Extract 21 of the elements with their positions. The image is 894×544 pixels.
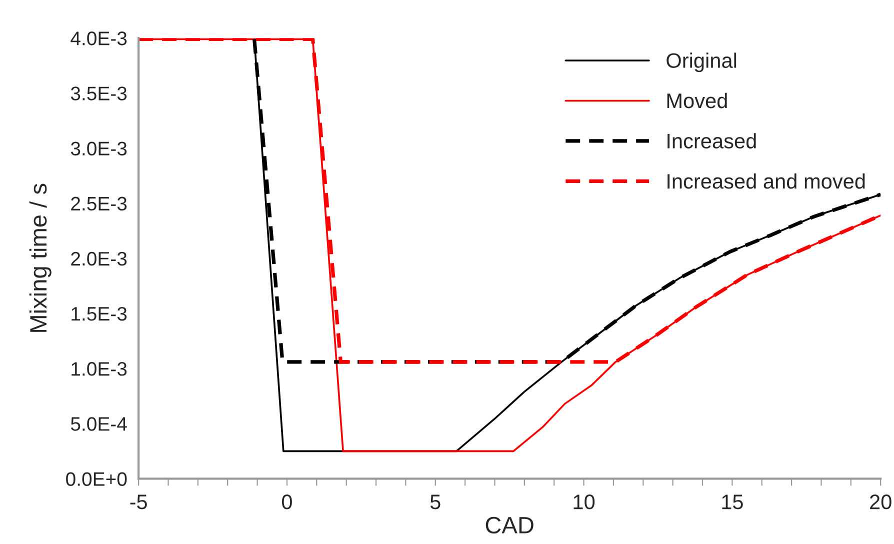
y-tick-label: 4.0E-3 [70, 32, 127, 46]
x-tick-label: -5 [130, 494, 147, 510]
legend-label: Increased and moved [668, 173, 865, 189]
x-tick-label: 5 [430, 494, 440, 510]
x-tick-label: 20 [870, 494, 892, 510]
y-tick-label: 1.5E-3 [72, 306, 127, 321]
x-tick-label: 0 [282, 494, 292, 510]
y-tick-label: 0.0E+0 [66, 472, 127, 486]
x-tick-label: 15 [722, 494, 743, 510]
x-axis-title: CAD [486, 516, 534, 534]
y-tick-label: 1.0E-3 [72, 362, 127, 376]
y-tick-label: 5.0E-4 [70, 417, 127, 431]
y-tick-label: 2.0E-3 [71, 252, 127, 266]
legend-label: Increased [668, 133, 756, 148]
y-tick-label: 3.0E-3 [70, 142, 127, 156]
y-tick-label: 3.5E-3 [70, 86, 127, 100]
legend-label: Moved [667, 92, 727, 108]
x-tick-label: 10 [574, 494, 595, 510]
legend-label: Original [666, 52, 736, 72]
y-axis-title: Mixing time / s [29, 184, 52, 332]
y-tick-label: 2.5E-3 [71, 196, 127, 211]
